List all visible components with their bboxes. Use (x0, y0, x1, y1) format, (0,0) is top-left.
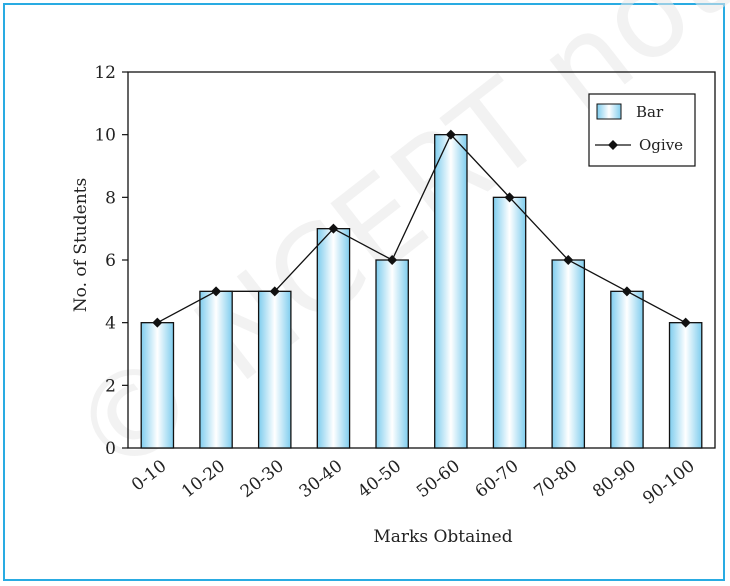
ogive-point-60-70 (504, 192, 515, 203)
y-tick-label: 6 (105, 251, 116, 271)
ogive-point-80-90 (621, 286, 632, 297)
legend: Bar Ogive (588, 93, 696, 167)
x-tick-label: 60-70 (472, 456, 523, 502)
x-axis-title: Marks Obtained (373, 527, 512, 547)
x-tick-label: 40-50 (354, 456, 405, 502)
legend-ogive-marker (608, 140, 618, 150)
y-tick-label: 8 (105, 188, 116, 208)
ogive-series (152, 129, 691, 328)
legend-bar-label: Bar (636, 103, 664, 121)
y-tick-label: 0 (105, 439, 116, 459)
ogive-point-40-50 (387, 255, 398, 265)
ogive-point-0-10 (152, 317, 163, 328)
x-tick-label: 80-90 (589, 456, 640, 502)
bar-70-80 (551, 259, 586, 449)
y-tick-label: 4 (105, 314, 116, 334)
y-axis: 0 2 4 6 8 10 12 (94, 63, 128, 459)
x-tick-label: 20-30 (237, 456, 288, 502)
x-axis-tick-labels: 0-10 10-20 20-30 30-40 40-50 50-60 60-70 70-80 8… (128, 456, 699, 509)
x-tick-label: 70-80 (530, 456, 581, 502)
x-tick-label: 30-40 (296, 456, 347, 502)
ogive-point-10-20 (211, 286, 222, 297)
ogive-point-20-30 (269, 286, 280, 297)
bar-0-10 (140, 322, 175, 449)
bar-60-70 (492, 196, 527, 449)
bar-80-90 (610, 290, 644, 449)
bar-90-100 (668, 322, 703, 449)
ogive-line (157, 133, 686, 324)
y-tick-label: 2 (105, 376, 116, 396)
ogive-point-70-80 (563, 255, 574, 265)
bar-30-40 (316, 228, 351, 449)
y-tick-label: 12 (94, 63, 116, 83)
x-tick-label: 90-100 (639, 456, 698, 509)
bar-40-50 (375, 259, 409, 449)
bar-20-30 (257, 290, 292, 449)
bar-10-20 (199, 290, 233, 449)
ogive-point-30-40 (328, 223, 339, 234)
y-axis-title: No. of Students (71, 178, 91, 312)
y-tick-label: 10 (94, 126, 116, 146)
bar-50-60 (434, 134, 468, 449)
legend-bar-swatch (596, 103, 622, 120)
ogive-point-90-100 (680, 317, 691, 328)
ogive-point-50-60 (445, 129, 456, 140)
x-tick-label: 50-60 (413, 456, 464, 502)
legend-ogive-label: Ogive (639, 136, 683, 154)
bar-series (140, 134, 703, 449)
